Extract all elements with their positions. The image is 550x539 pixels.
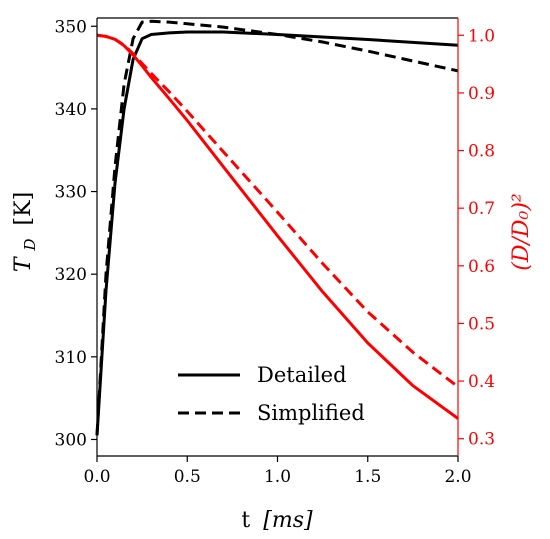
x-tick-label: 1.5 <box>354 467 381 487</box>
series-line-right-dashed <box>96 33 459 388</box>
x-tick-label: 1.0 <box>264 467 291 487</box>
left-y-tick-label: 310 <box>55 348 87 368</box>
x-axis-title-unit: [ms] <box>263 508 313 533</box>
series-line-right-solid <box>96 33 459 420</box>
left-y-axis-title-main: T <box>11 255 36 272</box>
x-tick-label: 2.0 <box>444 467 471 487</box>
left-y-tick-label: 300 <box>55 430 87 450</box>
series-lines <box>95 19 459 436</box>
x-tick-label: 0.0 <box>83 467 110 487</box>
legend-label-simplified: Simplified <box>257 401 365 425</box>
left-y-axis-title-sub: D <box>21 238 39 251</box>
right-y-tick-label: 0.8 <box>468 142 495 162</box>
right-y-axis-title: (D/D₀)² <box>509 193 534 271</box>
right-y-tick-label: 0.9 <box>468 84 495 104</box>
left-y-tick-label: 340 <box>55 100 87 120</box>
right-y-tick-label: 0.7 <box>468 199 495 219</box>
left-y-tick-label: 350 <box>55 17 87 37</box>
x-axis-title: t [ms] <box>241 508 313 533</box>
x-tick-label: 0.5 <box>174 467 201 487</box>
right-y-tick-label: 0.5 <box>468 314 495 334</box>
left-y-tick-label: 320 <box>55 265 87 285</box>
left-y-tick-label: 330 <box>55 183 87 203</box>
right-y-tick-label: 0.3 <box>468 430 495 450</box>
axis-ticks: 0.0 0.5 1.0 1.5 2.0 300 310 320 330 340 350 0.3 0.4 0… <box>55 17 496 487</box>
left-y-axis-title-unit: [K] <box>11 192 36 226</box>
right-y-tick-label: 0.4 <box>468 372 495 392</box>
left-y-axis-title: T D [K] <box>11 192 41 272</box>
right-y-tick-label: 0.6 <box>468 257 495 277</box>
x-axis-title-main: t <box>241 508 250 533</box>
legend: Detailed Simplified <box>178 363 365 425</box>
legend-label-detailed: Detailed <box>257 363 347 387</box>
right-y-tick-label: 1.0 <box>468 26 495 46</box>
series-line-left-dashed <box>95 19 459 436</box>
